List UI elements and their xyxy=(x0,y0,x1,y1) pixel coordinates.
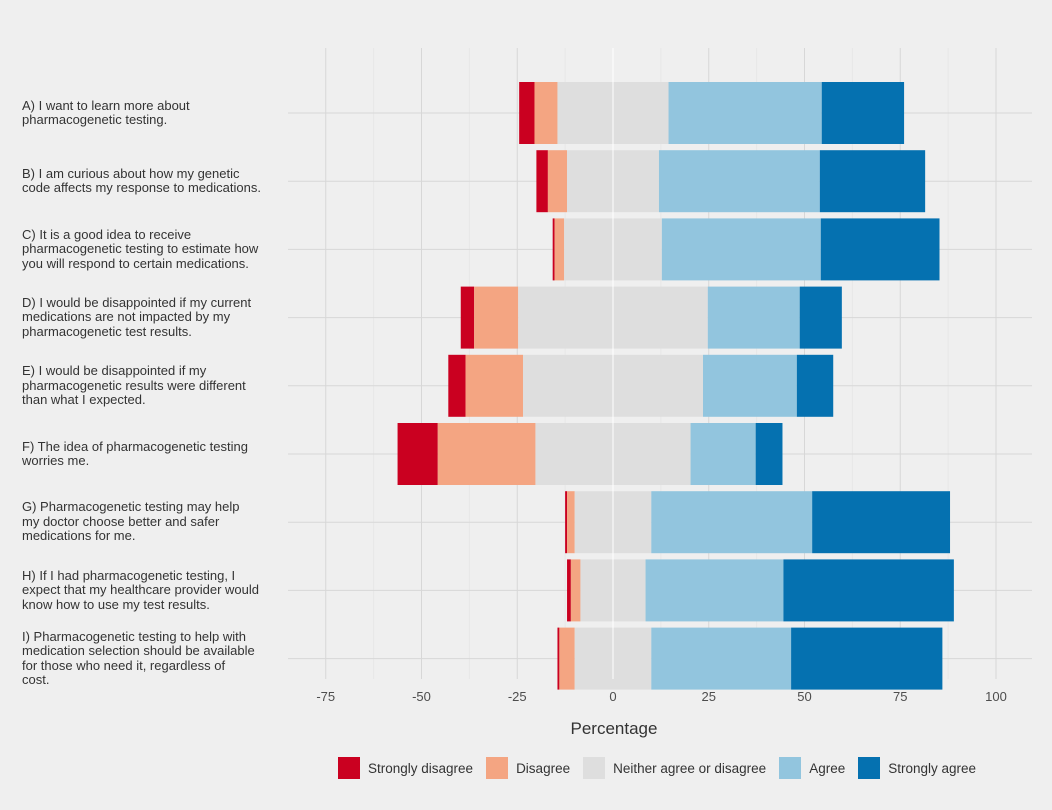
bar-agree-b xyxy=(658,150,820,213)
bar-disagree-h xyxy=(570,559,581,622)
category-label: C) It is a good idea to receive pharmaco… xyxy=(22,226,259,271)
legend-item: Neither agree or disagree xyxy=(583,757,766,779)
category-label: A) I want to learn more about pharmacoge… xyxy=(22,97,190,127)
bar-strongly-disagree-b xyxy=(536,150,548,213)
legend-item: Disagree xyxy=(486,757,570,779)
legend-item: Strongly disagree xyxy=(338,757,473,779)
bar-agree-i xyxy=(651,627,792,690)
x-tick-label: 0 xyxy=(609,689,616,704)
bar-strongly-agree-g xyxy=(812,491,951,554)
x-tick-label: -75 xyxy=(316,689,335,704)
legend-label: Disagree xyxy=(516,760,571,776)
bar-strongly-agree-i xyxy=(791,627,943,690)
x-tick-label: 100 xyxy=(985,689,1007,704)
x-tick-label: -25 xyxy=(508,689,527,704)
bar-disagree-g xyxy=(567,491,575,554)
category-label: D) I would be disappointed if my current… xyxy=(22,294,252,339)
bar-strongly-agree-b xyxy=(819,150,926,213)
bar-agree-g xyxy=(651,491,813,554)
bar-disagree-b xyxy=(547,150,568,213)
legend-label: Agree xyxy=(809,760,846,776)
x-axis-ticks: -75 -50 -25 0 25 50 75 100 xyxy=(316,689,1007,704)
bar-strongly-disagree-e xyxy=(448,354,466,417)
bar-agree-a xyxy=(668,82,822,144)
x-tick-label: 25 xyxy=(702,689,716,704)
category-label: I) Pharmacogenetic testing to help with … xyxy=(22,628,255,688)
bar-strongly-disagree-f xyxy=(397,423,438,485)
bar-agree-c xyxy=(661,218,821,281)
legend-swatch xyxy=(779,757,802,779)
category-label: G) Pharmacogenetic testing may help my d… xyxy=(22,499,240,544)
legend-item: Strongly agree xyxy=(858,757,976,779)
legend-label: Strongly agree xyxy=(888,760,977,776)
bar-disagree-i xyxy=(559,627,575,690)
category-label: H) If I had pharmacogenetic testing, I e… xyxy=(22,567,260,612)
legend-label: Strongly disagree xyxy=(368,760,474,776)
bar-strongly-disagree-a xyxy=(519,82,535,144)
bar-strongly-agree-c xyxy=(820,218,940,281)
bar-agree-f xyxy=(690,423,756,485)
category-label: F) The idea of pharmacogenetic testing w… xyxy=(22,438,248,468)
bar-strongly-agree-h xyxy=(783,559,954,622)
x-axis-title: Percentage xyxy=(571,719,658,738)
bar-strongly-disagree-d xyxy=(460,286,475,349)
bar-strongly-agree-e xyxy=(796,354,834,417)
legend-swatch xyxy=(858,757,881,779)
bar-strongly-agree-a xyxy=(821,82,905,144)
bar-agree-d xyxy=(707,286,800,349)
bar-disagree-f xyxy=(437,423,536,485)
category-label: E) I would be disappointed if my pharmac… xyxy=(22,363,246,408)
bar-disagree-d xyxy=(474,286,519,349)
bar-strongly-agree-f xyxy=(755,423,783,485)
bar-disagree-e xyxy=(465,354,523,417)
bar-strongly-agree-d xyxy=(799,286,842,349)
bar-disagree-a xyxy=(534,82,558,144)
legend-label: Neither agree or disagree xyxy=(613,760,767,776)
bars-layer xyxy=(397,82,954,690)
bar-strongly-disagree-i xyxy=(557,627,560,690)
legend-swatch xyxy=(486,757,509,779)
x-tick-label: 75 xyxy=(893,689,907,704)
bar-agree-e xyxy=(703,354,797,417)
legend-item: Agree xyxy=(779,757,845,779)
legend: Strongly disagree Disagree Neither agree o… xyxy=(338,757,989,779)
bar-agree-h xyxy=(645,559,784,622)
bar-disagree-c xyxy=(554,218,565,281)
bar-strongly-disagree-h xyxy=(567,559,571,622)
bar-strongly-disagree-g xyxy=(565,491,568,554)
category-label: B) I am curious about how my genetic cod… xyxy=(22,165,261,196)
x-tick-label: 50 xyxy=(797,689,811,704)
legend-swatch xyxy=(583,757,606,779)
x-tick-label: -50 xyxy=(412,689,431,704)
legend-swatch xyxy=(338,757,360,779)
bar-strongly-disagree-c xyxy=(552,218,555,281)
